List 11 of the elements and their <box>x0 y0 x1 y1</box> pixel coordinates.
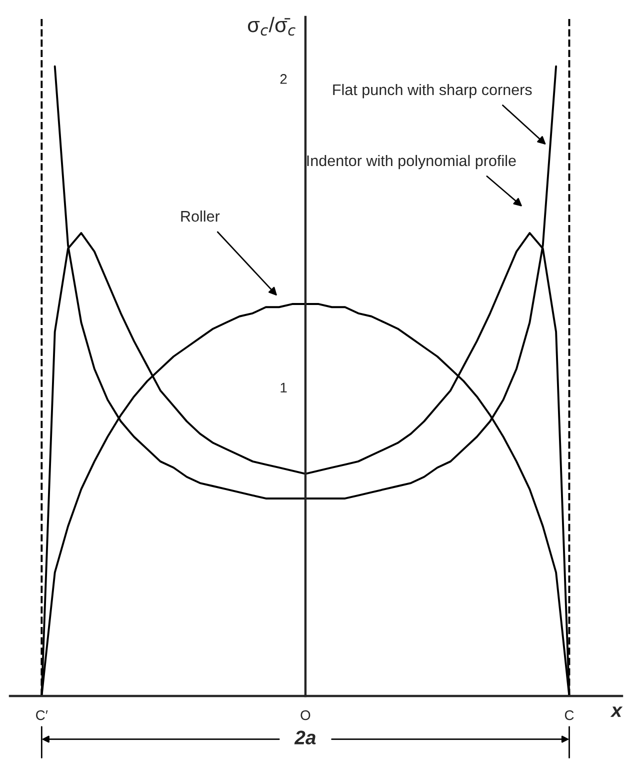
y-tick-label: 1 <box>280 382 287 392</box>
x-tick-label: C <box>564 710 574 720</box>
annotation: Indentor with polynomial profile <box>307 154 516 170</box>
x-tick-label: C′ <box>36 710 48 720</box>
text: 2a <box>294 730 316 744</box>
annotation: Flat punch with sharp corners <box>333 84 532 98</box>
y-axis-title: σ$_{c}$/σ̄$_{c}$ <box>248 16 296 36</box>
y-tick-label: 2 <box>280 74 287 84</box>
x-tick-label: O <box>300 710 310 720</box>
annotation: Roller <box>181 210 220 222</box>
x-axis-title: x <box>610 706 623 717</box>
